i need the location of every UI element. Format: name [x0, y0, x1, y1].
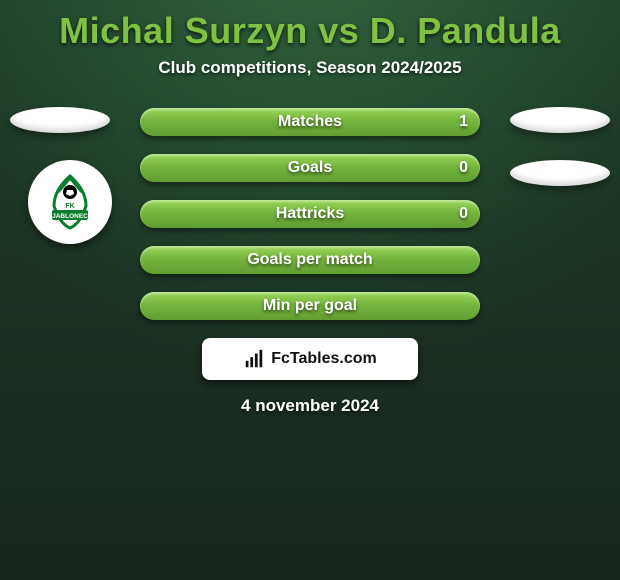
stat-label: Hattricks — [140, 200, 480, 228]
comparison-card: Michal Surzyn vs D. Pandula Club competi… — [0, 0, 620, 580]
club-left-logo-text-top: FK — [65, 203, 74, 210]
stat-bar-matches: Matches 1 — [140, 108, 480, 136]
stat-bars: Matches 1 Goals 0 Hattricks 0 Goals per … — [140, 108, 480, 320]
club-left-logo-text-bottom: JABLONEC — [52, 213, 88, 220]
player-right-photo-placeholder — [510, 107, 610, 133]
stat-label: Goals per match — [140, 246, 480, 274]
stat-label: Matches — [140, 108, 480, 136]
bar-chart-icon — [243, 348, 265, 370]
stat-bar-goals: Goals 0 — [140, 154, 480, 182]
stat-bar-goals-per-match: Goals per match — [140, 246, 480, 274]
source-badge[interactable]: FcTables.com — [202, 338, 418, 380]
stat-label: Min per goal — [140, 292, 480, 320]
club-right-logo-placeholder — [510, 160, 610, 186]
stat-bar-hattricks: Hattricks 0 — [140, 200, 480, 228]
stat-value: 0 — [459, 200, 468, 228]
stat-value: 1 — [459, 108, 468, 136]
club-left-logo-svg: FK JABLONEC — [38, 170, 102, 234]
page-title: Michal Surzyn vs D. Pandula — [0, 0, 620, 52]
page-subtitle: Club competitions, Season 2024/2025 — [0, 58, 620, 78]
stat-label: Goals — [140, 154, 480, 182]
club-left-logo: FK JABLONEC — [28, 160, 112, 244]
stat-value: 0 — [459, 154, 468, 182]
stat-bar-min-per-goal: Min per goal — [140, 292, 480, 320]
update-date: 4 november 2024 — [0, 396, 620, 416]
player-left-photo-placeholder — [10, 107, 110, 133]
stats-area: FK JABLONEC Matches 1 Goals 0 Hattricks … — [0, 108, 620, 416]
source-badge-text: FcTables.com — [271, 350, 377, 368]
